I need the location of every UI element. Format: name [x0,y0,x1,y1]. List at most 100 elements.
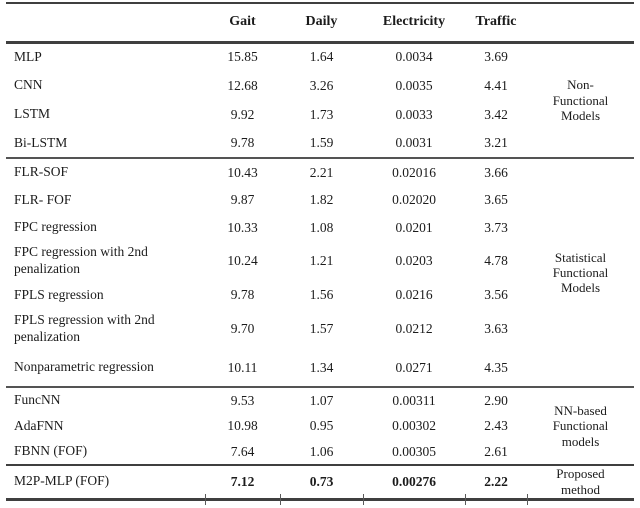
metric-value-cell: 1.06 [309,443,334,459]
metric-value-cell: 0.73 [280,464,363,499]
model-name-cell: FBNN (FOF) [14,443,88,459]
metric-value-cell: 0.95 [309,418,334,433]
metric-value-cell: 1.82 [309,192,334,207]
metric-value-cell: 0.02020 [392,192,436,207]
group-column-header [527,3,634,42]
metric-value-cell: 9.78 [230,135,255,150]
metric-value-cell: 3.56 [484,287,508,302]
group-label-non-functional: Non- Functional Models [527,42,634,158]
group-label-line: Proposed [556,466,605,482]
model-name-cell: FuncNN [6,386,205,413]
metric-value-cell: 9.87 [230,192,255,207]
column-header-traffic: Traffic [475,14,517,30]
column-boundary-tick [280,494,281,505]
metric-value-cell: 10.43 [205,157,280,186]
group-label-line: Functional [552,264,609,280]
metric-value-cell: 2.21 [280,157,363,186]
table-row: CNN 12.68 3.26 0.0035 4.41 [6,71,634,100]
group-label-line: Statistical [554,249,607,265]
metric-value-cell: 9.53 [205,386,280,413]
column-boundary-tick [527,494,528,505]
group-label-line: NN-based [554,403,607,418]
metric-value-cell: 1.34 [309,359,334,375]
metric-value-cell: 3.26 [309,77,334,93]
metric-value-cell: 1.64 [309,49,334,65]
metric-value-cell: 1.08 [309,219,334,235]
column-header-gait: Gait [229,14,256,30]
table-row: FuncNN 9.53 1.07 0.00311 2.90 NN-based F… [6,386,634,465]
metric-value-cell: 0.0216 [395,287,433,302]
metric-value-cell: 0.00276 [363,464,465,499]
metric-value-cell: 2.61 [484,443,508,459]
model-name-cell: FPLS regression with 2nd penalization [14,312,155,344]
metric-value-cell: 4.35 [484,359,508,375]
table-row: LSTM 9.92 1.73 0.0033 3.42 [6,100,634,129]
metric-value-cell: 3.69 [484,49,508,65]
column-header-daily: Daily [305,14,338,30]
table-row: FLR-SOF 10.43 2.21 0.02016 3.66 Statisti… [6,157,634,387]
metric-value-cell: 0.00302 [392,418,436,433]
table-row: FPLS regression with 2nd penalization 9.… [6,309,634,349]
metric-value-cell: 3.65 [484,192,508,207]
metric-value-cell: 0.0212 [395,321,433,336]
table-row: Bi-LSTM 9.78 1.59 0.0031 3.21 [6,129,634,158]
group-label-statistical-functional: Statistical Functional Models [527,157,634,387]
metric-value-cell: 1.57 [309,321,334,336]
metric-value-cell: 10.11 [227,359,258,375]
model-name-cell: MLP [14,48,42,64]
metric-value-cell: 2.22 [465,464,527,499]
model-name-cell: Bi-LSTM [14,134,68,150]
metric-value-cell: 4.41 [484,77,508,93]
table-row: FPLS regression 9.78 1.56 0.0216 3.56 [6,281,634,309]
metric-value-cell: 0.0203 [395,253,433,268]
table-body: MLP 15.85 1.64 0.0034 3.69 Non- Function… [6,42,634,499]
metric-value-cell: 0.0031 [395,135,433,150]
metric-value-cell: 3.63 [484,321,508,336]
group-label-nn-based-functional: NN-based Functional models [527,386,634,465]
column-boundary-tick [465,494,466,505]
model-name-cell: M2P-MLP (FOF) [6,464,205,499]
metric-value-cell: 4.78 [484,253,508,268]
metric-value-cell: 1.56 [309,287,334,302]
model-name-cell: FPC regression [14,219,97,235]
metric-value-cell: 3.66 [465,157,527,186]
metric-value-cell: 1.59 [309,135,334,150]
model-name-cell: AdaFNN [14,417,64,433]
table-row: MLP 15.85 1.64 0.0034 3.69 Non- Function… [6,42,634,123]
header-row: Gait Daily Electricity Traffic [6,3,634,42]
model-name-cell: CNN [14,77,43,93]
metric-value-cell: 12.68 [227,77,258,93]
group-label-line: Non- [567,77,594,93]
model-name-cell: FPLS regression [14,286,104,302]
model-column-header [6,3,205,42]
group-label-line: Functional [552,92,609,108]
table-row: AdaFNN 10.98 0.95 0.00302 2.43 [6,413,634,439]
table-header: Gait Daily Electricity Traffic [6,3,634,42]
metric-value-cell: 10.24 [227,253,258,268]
metric-value-cell: 2.43 [484,418,508,433]
metric-value-cell: 2.90 [465,386,527,413]
group-label-line: Functional [552,418,609,434]
metric-value-cell: 3.73 [484,219,508,235]
group-label-line: Models [561,280,600,296]
metric-value-cell: 0.02016 [363,157,465,186]
metric-value-cell: 0.0035 [395,77,433,93]
metric-value-cell: 0.0201 [395,219,433,235]
metric-value-cell: 3.21 [484,135,508,150]
model-name-cell: FPC regression with 2nd penalization [14,244,148,276]
model-comparison-table: Gait Daily Electricity Traffic MLP 15.85… [6,2,634,501]
group-label-line: Models [561,107,600,123]
metric-value-cell: 3.42 [484,106,508,122]
metric-value-cell: 0.0033 [395,106,433,122]
metric-value-cell: 1.73 [309,106,334,122]
table-row: FPC regression with 2nd penalization 10.… [6,241,634,281]
table-row: FPC regression 10.33 1.08 0.0201 3.73 [6,214,634,241]
column-header-electricity: Electricity [382,14,446,30]
table-row: FBNN (FOF) 7.64 1.06 0.00305 2.61 [6,439,634,465]
model-name-cell: Nonparametric regression [14,359,154,375]
metric-value-cell: 1.07 [280,386,363,413]
metric-value-cell: 0.00305 [392,443,436,459]
metric-value-cell: 0.00311 [363,386,465,413]
model-name-cell: FLR- FOF [14,191,72,207]
